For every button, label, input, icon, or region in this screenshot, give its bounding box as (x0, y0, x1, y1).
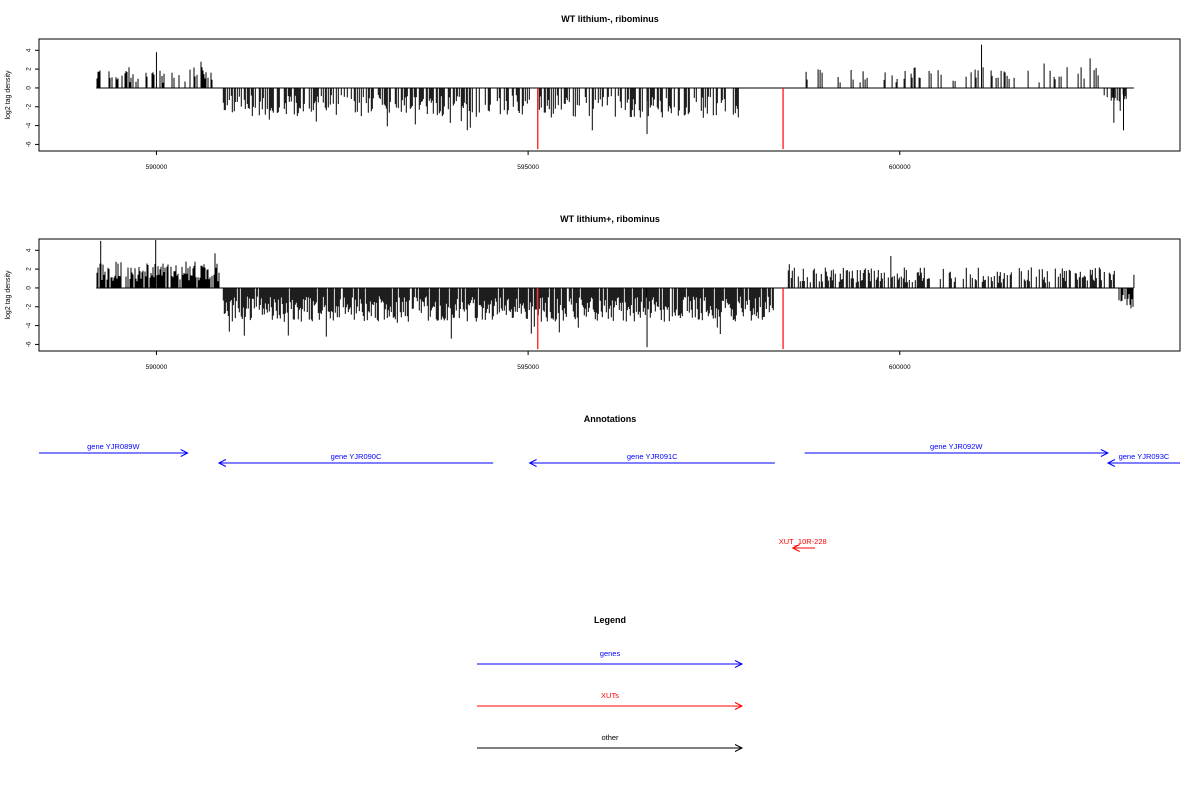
x-axis: 590000 595000 600000 (146, 351, 911, 371)
x-tick-label: 600000 (889, 164, 911, 171)
plot-frame (38, 38, 1181, 152)
legend-label: genes (600, 649, 621, 658)
gene-label: gene YJR092W (930, 442, 983, 451)
panel-lithium-minus: WT lithium-, ribominus log2 tag density … (5, 14, 1181, 171)
x-tick-label: 600000 (889, 364, 911, 371)
feature-arrows: gene YJR089W gene YJR090C gene YJR091C gene… (39, 442, 1180, 552)
y-tick-label: -6 (26, 141, 33, 147)
legend-title: Legend (594, 615, 626, 625)
y-tick-label: 4 (26, 248, 33, 252)
y-tick-label: 2 (26, 267, 33, 271)
gene-arrow (804, 449, 1110, 457)
gene-label: gene YJR091C (627, 452, 678, 461)
gene-arrow (528, 459, 775, 467)
y-tick-label: 2 (26, 67, 33, 71)
legend-label: other (601, 733, 619, 742)
tag-density-bars (96, 239, 1135, 348)
xut-label: XUT_10R-228 (779, 537, 827, 546)
y-axis: -6 -4 -2 0 2 4 (26, 48, 40, 147)
x-axis: 590000 595000 600000 (146, 151, 911, 171)
y-axis: -6 -4 -2 0 2 4 (26, 248, 40, 347)
legend-arrow (477, 702, 744, 710)
x-tick-label: 590000 (146, 164, 168, 171)
y-tick-label: 0 (26, 286, 33, 290)
y-tick-label: 4 (26, 48, 33, 52)
x-tick-label: 595000 (517, 164, 539, 171)
legend-items: genes XUTs other (477, 649, 744, 752)
marker-lines (537, 87, 784, 150)
y-tick-label: -4 (26, 322, 33, 328)
panel-lithium-plus: WT lithium+, ribominus log2 tag density … (5, 214, 1181, 371)
gene-arrow (217, 459, 494, 467)
legend-arrow (477, 660, 744, 668)
panel-title: WT lithium-, ribominus (561, 14, 659, 24)
gene-arrow (39, 449, 189, 457)
y-axis-label: log2 tag density (5, 270, 12, 320)
y-tick-label: -4 (26, 122, 33, 128)
x-tick-label: 595000 (517, 364, 539, 371)
legend-label: XUTs (601, 691, 619, 700)
gene-label: gene YJR093C (1119, 452, 1170, 461)
y-axis-label: log2 tag density (5, 70, 12, 120)
gene-label: gene YJR089W (87, 442, 140, 451)
y-tick-label: -2 (26, 303, 33, 309)
xut-arrow (791, 544, 816, 552)
x-tick-label: 590000 (146, 364, 168, 371)
y-tick-label: -6 (26, 341, 33, 347)
legend-arrow (477, 744, 744, 752)
annotations-title: Annotations (584, 414, 637, 424)
y-tick-label: -2 (26, 103, 33, 109)
y-tick-label: 0 (26, 86, 33, 90)
tag-density-bars (96, 44, 1127, 135)
marker-lines (537, 287, 784, 350)
panel-title: WT lithium+, ribominus (560, 214, 660, 224)
legend: Legend genes XUTs other (477, 615, 744, 752)
gene-label: gene YJR090C (331, 452, 382, 461)
gene-arrow (1106, 459, 1180, 467)
